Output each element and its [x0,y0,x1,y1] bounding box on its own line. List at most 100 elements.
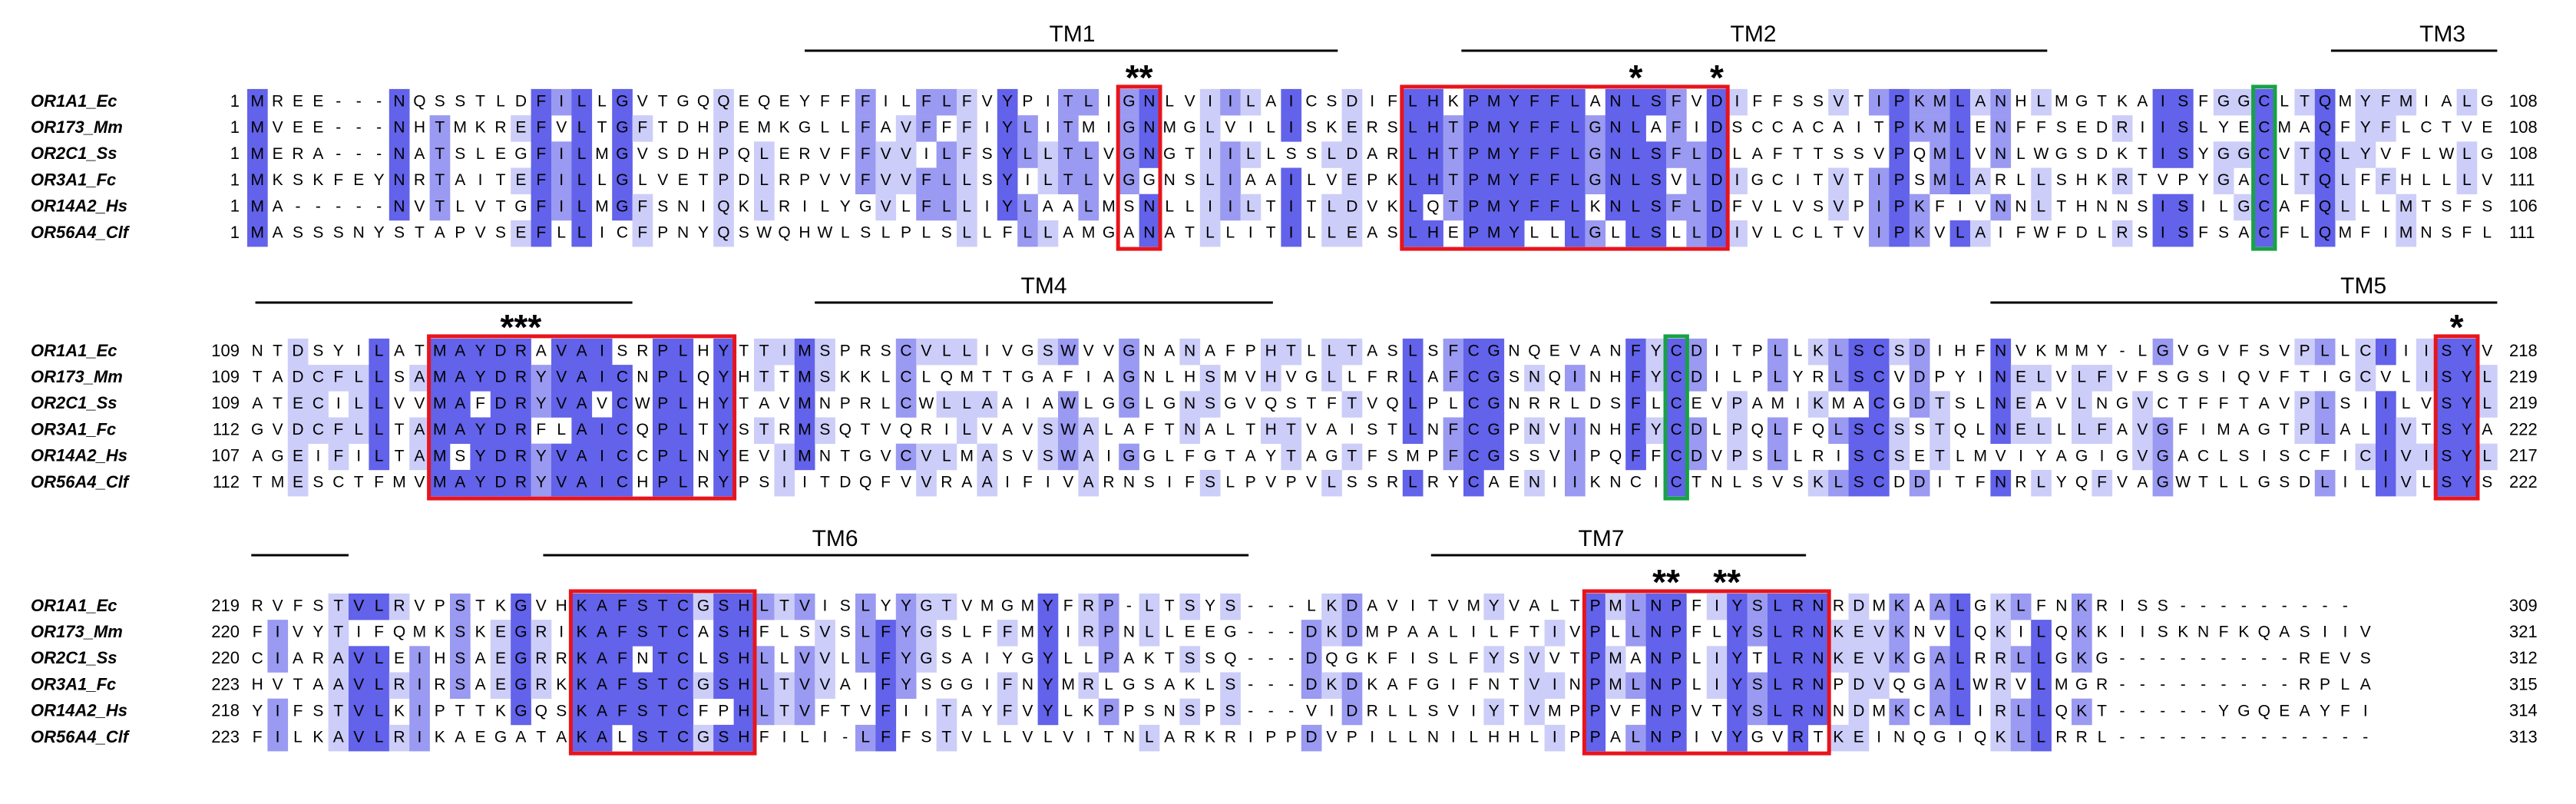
residue-shade [733,593,755,620]
residue-shade [1666,698,1687,726]
sequence-name: OR1A1_Ec [31,91,117,111]
residue-shade [1727,593,1748,620]
residue-shade [511,365,531,392]
residue-shade [450,593,471,620]
residue-shade [794,417,815,444]
residue-shade [1078,167,1100,194]
residue-shade [713,593,734,620]
residue-shade [1949,220,1971,247]
residue-shade [1605,141,1626,168]
residue-shade [1889,115,1910,142]
end-position: 111 [2509,170,2535,189]
residue-shade [551,443,572,471]
residue-shade [1058,443,1079,471]
residue-shade [916,88,937,116]
residue-shade [2396,220,2417,247]
residue-shade [2456,469,2478,497]
residue-shade [2111,167,2133,194]
residue-shade [1443,338,1464,366]
residue-shade [612,365,633,392]
residue-shade [2031,646,2052,673]
residue-shade [591,672,613,699]
residue-shade [349,365,369,392]
residue-shade [2173,88,2194,116]
residue-shade [713,724,734,752]
residue-shade [2396,443,2417,471]
residue-shade [247,167,268,194]
residue-shade [1848,417,1870,444]
residue-shade [1119,391,1139,418]
residue-shade [1321,620,1342,647]
residue-shade [1666,672,1687,699]
residue-shade [997,167,1018,194]
residue-shade [713,88,734,116]
residue-shade [1625,443,1646,471]
residue-shade [1767,443,1788,471]
residue-shade [551,338,572,366]
residue-shade [1828,620,1849,647]
residue-shade [1565,88,1586,116]
residue-shade [1848,338,1870,366]
residue-shade [855,141,876,168]
residue-shade [2152,469,2174,497]
residue-shade [551,365,572,392]
residue-shade [429,469,451,497]
residue-shade [1341,698,1363,726]
residue-shade [2376,338,2396,366]
asterisk-mark: ** [1126,58,1153,98]
residue-shade [2111,115,2133,142]
residue-shade [470,338,491,366]
residue-shade [2031,417,2052,444]
residue-shade [2456,88,2478,116]
residue-shade [1341,220,1363,247]
residue-shade [1645,620,1667,647]
residue-shade [2072,365,2092,392]
residue-shade [653,443,673,471]
residue-shade [1848,365,1870,392]
residue-shade [1990,417,2012,444]
residue-shade [1037,672,1059,699]
residue-shade [936,88,957,116]
residue-shade [1828,417,1849,444]
end-position: 222 [2509,419,2538,438]
residue-shade [895,646,917,673]
residue-shade [2213,141,2234,168]
residue-shade [1727,672,1748,699]
sequence-name: OR14A2_Hs [31,701,127,720]
residue-shade [1930,167,1950,194]
residue-shade [1463,469,1484,497]
residue-shade [1199,167,1221,194]
residue-shade [1139,724,1160,752]
residue-shade [571,141,593,168]
residue-shade [957,141,977,168]
residue-shade [936,338,957,366]
residue-shade [693,672,714,699]
residue-shade [2355,365,2376,392]
residue-shade [2294,141,2316,168]
sequence-name: OR1A1_Ec [31,596,117,615]
start-position: 218 [211,701,240,720]
residue-shade [2072,593,2092,620]
end-position: 321 [2509,622,2538,641]
residue-shade [531,220,552,247]
residue-shade [429,141,451,168]
residue-shade [1930,115,1950,142]
residue-shade [2376,469,2396,497]
residue-shade [1565,417,1586,444]
residue-shade [1585,620,1606,647]
residue-shade [1199,194,1221,221]
residue-shade [632,194,653,221]
residue-shade [1565,365,1586,392]
residue-shade [774,593,795,620]
residue-shade [612,646,633,673]
residue-shade [1889,698,1910,726]
residue-shade [1848,469,1870,497]
residue-shade [632,672,653,699]
residue-shade [389,194,410,221]
residue-shade [875,672,897,699]
residue-shade [591,724,613,752]
residue-shade [612,620,633,647]
residue-shade [369,724,390,752]
residue-shade [1139,141,1160,168]
residue-shade [1828,194,1849,221]
